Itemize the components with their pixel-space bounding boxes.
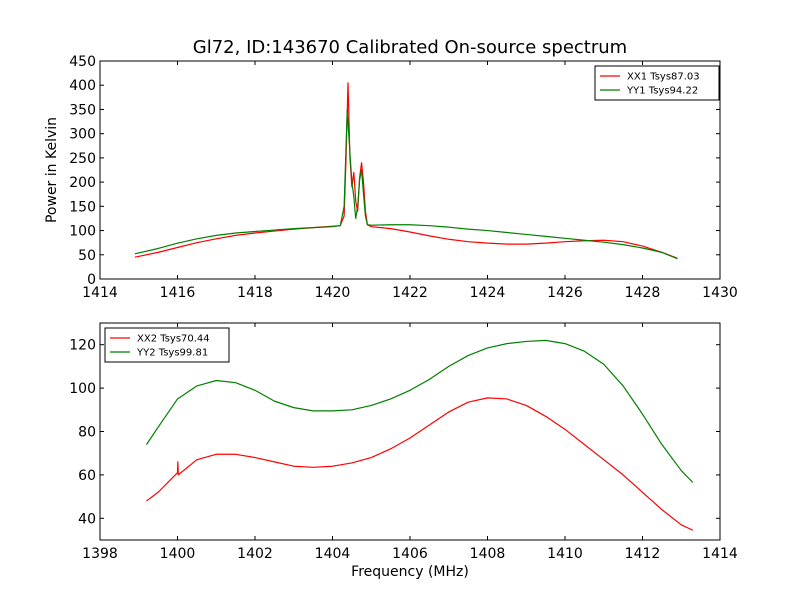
- legend-box: [104, 327, 230, 363]
- x-tick-label: 1414: [702, 546, 738, 562]
- y-tick-label: 0: [87, 272, 96, 288]
- x-tick-label: 1418: [237, 285, 273, 301]
- legend-label-0: XX1 Tsys87.03: [627, 72, 700, 83]
- x-tick-label: 1420: [315, 285, 351, 301]
- x-tick-label: 1410: [547, 546, 583, 562]
- y-axis-label: Power in Kelvin: [44, 117, 60, 223]
- y-tick-label: 450: [69, 54, 96, 70]
- legend-top: XX1 Tsys87.03 YY1 Tsys94.22: [594, 65, 720, 101]
- plot-panel-top: 1414 1416 1418 1420 1422 1424 1426 1428 1430 0 50 1…: [44, 54, 738, 301]
- x-axis-label: Frequency (MHz): [351, 564, 469, 580]
- x-tick-label: 1400: [160, 546, 196, 562]
- x-tick-label: 1422: [392, 285, 428, 301]
- y-tick-label: 50: [78, 248, 96, 264]
- y-tick-label: 120: [69, 338, 96, 354]
- x-tick-label: 1406: [392, 546, 428, 562]
- y-tick-label: 250: [69, 151, 96, 167]
- y-tick-label: 40: [78, 511, 96, 527]
- legend-label-0: XX2 Tsys70.44: [137, 334, 210, 345]
- y-tick-label: 100: [69, 381, 96, 397]
- series-line-bottom-1: [146, 339, 694, 483]
- figure-title: Gl72, ID:143670 Calibrated On-source spe…: [193, 37, 627, 58]
- y-tick-label: 150: [69, 199, 96, 215]
- legend-bottom: XX2 Tsys70.44 YY2 Tsys99.81: [104, 327, 230, 363]
- x-tick-label: 1430: [702, 285, 738, 301]
- x-tick-label: 1402: [237, 546, 273, 562]
- x-tick-label: 1412: [625, 546, 661, 562]
- x-tick-label: 1408: [470, 546, 506, 562]
- y-tick-label: 200: [69, 175, 96, 191]
- x-tick-label: 1404: [315, 546, 351, 562]
- legend-label-1: YY1 Tsys94.22: [626, 86, 698, 97]
- y-tick-label: 100: [69, 224, 96, 240]
- x-tick-label: 1424: [470, 285, 506, 301]
- series-line-top-1: [134, 108, 678, 260]
- series-line-bottom-0: [146, 397, 694, 531]
- x-tick-label: 1428: [625, 285, 661, 301]
- plot-panel-bottom: 1398 1400 1402 1404 1406 1408 1410 1412 1414 40 60…: [69, 322, 738, 580]
- y-tick-label: 300: [69, 127, 96, 143]
- y-tick-label: 350: [69, 102, 96, 118]
- y-tick-label: 60: [78, 468, 96, 484]
- series-line-top-0: [134, 82, 678, 259]
- x-tick-label: 1414: [82, 285, 118, 301]
- y-tick-label: 400: [69, 78, 96, 94]
- x-tick-label: 1398: [82, 546, 118, 562]
- legend-label-1: YY2 Tsys99.81: [136, 348, 208, 359]
- y-tick-label: 80: [78, 425, 96, 441]
- x-tick-label: 1426: [547, 285, 583, 301]
- legend-box: [594, 65, 720, 101]
- x-tick-label: 1416: [160, 285, 196, 301]
